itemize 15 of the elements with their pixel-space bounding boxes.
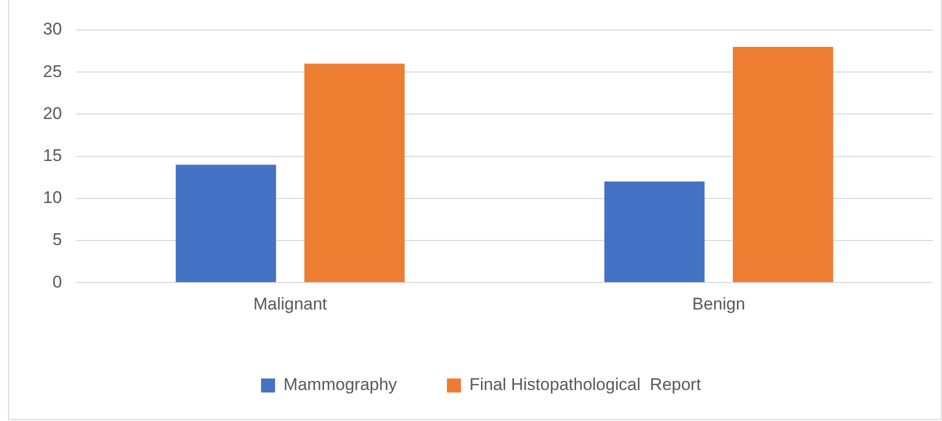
y-tick-label: 10	[42, 188, 62, 208]
legend-label: Mammography	[284, 375, 398, 394]
y-tick-label: 5	[52, 230, 62, 250]
bar	[176, 164, 276, 282]
x-tick-label: Benign	[692, 294, 746, 314]
y-tick-label: 0	[52, 272, 62, 292]
bar	[304, 64, 405, 282]
legend-label: Final Histopathological Report	[469, 375, 702, 394]
y-tick-label: 20	[42, 104, 62, 123]
x-tick-label: Malignant	[253, 294, 328, 314]
bar	[604, 182, 705, 282]
y-tick-label: 30	[42, 20, 62, 39]
bar	[732, 46, 834, 282]
y-tick-label: 15	[42, 146, 62, 165]
y-tick-label: 25	[42, 62, 62, 81]
